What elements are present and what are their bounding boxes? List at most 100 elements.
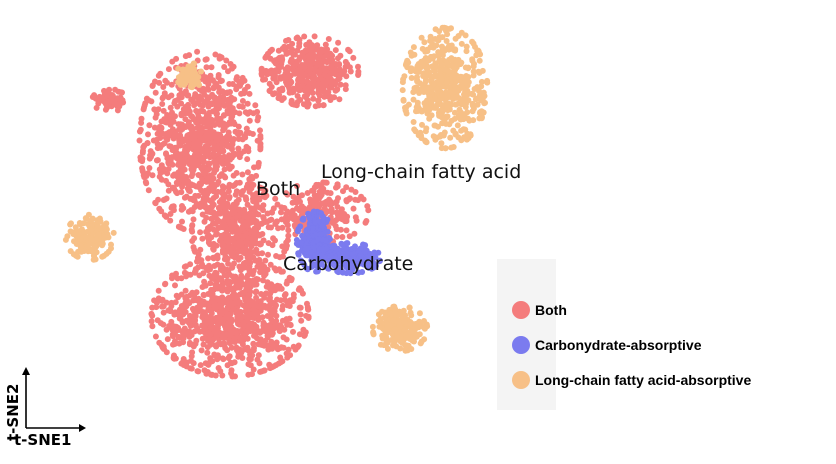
point-both	[214, 136, 221, 143]
point-both	[161, 116, 168, 123]
point-both	[260, 207, 266, 214]
point-both	[250, 182, 257, 188]
point-both	[221, 166, 228, 173]
point-both	[196, 134, 203, 140]
point-both	[209, 91, 216, 98]
point-long-chain-fatty-acid-absorptive	[433, 42, 440, 49]
point-long-chain-fatty-acid-absorptive	[431, 53, 438, 60]
point-both	[167, 211, 174, 217]
point-both	[167, 104, 174, 111]
point-carbonydrate-absorptive	[365, 254, 372, 261]
point-both	[228, 251, 235, 258]
point-both	[232, 299, 239, 306]
point-both	[189, 289, 196, 296]
point-both	[314, 81, 321, 88]
point-both	[203, 64, 210, 71]
point-both	[207, 280, 214, 287]
point-both	[145, 187, 152, 194]
point-carbonydrate-absorptive	[314, 268, 321, 275]
point-both	[219, 242, 226, 249]
point-both	[187, 261, 194, 268]
point-both	[333, 233, 340, 240]
point-both	[192, 91, 199, 98]
point-long-chain-fatty-acid-absorptive	[448, 42, 455, 49]
point-both	[278, 97, 285, 103]
point-both	[202, 119, 209, 126]
point-both	[253, 276, 260, 282]
point-both	[257, 298, 264, 305]
point-both	[208, 286, 215, 293]
point-both	[184, 144, 191, 151]
point-both	[243, 238, 250, 245]
point-both	[271, 67, 278, 74]
point-both	[254, 356, 261, 363]
point-both	[211, 122, 218, 128]
point-both	[171, 355, 178, 362]
point-both	[245, 347, 252, 354]
point-both	[255, 211, 262, 218]
point-both	[216, 315, 223, 322]
point-both	[195, 308, 201, 315]
point-both	[201, 324, 208, 331]
point-both	[178, 291, 185, 298]
point-both	[284, 208, 291, 215]
point-both	[166, 306, 173, 313]
point-both	[352, 189, 359, 195]
cluster-label-long-chain: Long-chain fatty acid	[321, 161, 521, 183]
point-both	[213, 146, 219, 153]
point-both	[177, 315, 184, 322]
point-both	[231, 359, 238, 366]
point-long-chain-fatty-acid-absorptive	[62, 236, 69, 243]
point-both	[185, 178, 191, 184]
point-both	[320, 102, 327, 109]
point-both	[153, 111, 160, 118]
point-both	[194, 254, 201, 261]
point-both	[159, 167, 166, 174]
point-long-chain-fatty-acid-absorptive	[102, 234, 109, 241]
point-both	[229, 294, 236, 301]
point-both	[269, 331, 275, 338]
point-both	[257, 127, 263, 134]
point-long-chain-fatty-acid-absorptive	[175, 65, 182, 72]
point-both	[212, 162, 219, 169]
point-both	[262, 194, 268, 201]
point-both	[199, 235, 206, 242]
point-both	[300, 53, 307, 60]
point-both	[196, 184, 203, 191]
point-both	[213, 272, 220, 279]
point-both	[225, 68, 231, 75]
point-both	[301, 33, 308, 40]
point-both	[178, 206, 185, 213]
point-carbonydrate-absorptive	[324, 228, 331, 235]
point-both	[206, 109, 213, 116]
point-both	[138, 156, 144, 163]
point-both	[274, 296, 280, 303]
point-long-chain-fatty-acid-absorptive	[376, 323, 383, 330]
point-both	[197, 229, 204, 236]
point-both	[209, 293, 216, 300]
point-both	[244, 201, 251, 208]
point-both	[260, 367, 267, 374]
point-both	[194, 48, 201, 55]
point-both	[298, 62, 305, 68]
point-carbonydrate-absorptive	[295, 250, 302, 257]
point-both	[224, 347, 231, 354]
point-both	[218, 77, 225, 84]
point-both	[214, 255, 221, 262]
point-both	[285, 232, 292, 239]
point-both	[259, 314, 266, 321]
point-both	[209, 101, 216, 108]
point-long-chain-fatty-acid-absorptive	[82, 234, 89, 241]
point-long-chain-fatty-acid-absorptive	[463, 43, 470, 50]
point-long-chain-fatty-acid-absorptive	[415, 322, 422, 329]
point-both	[159, 95, 166, 102]
point-both	[244, 218, 251, 225]
point-both	[229, 81, 236, 87]
point-both	[259, 342, 266, 348]
point-both	[294, 47, 301, 54]
y-axis-arrowhead	[22, 367, 30, 375]
point-both	[187, 312, 193, 319]
point-both	[293, 69, 300, 76]
point-both	[290, 193, 297, 200]
point-both	[225, 260, 232, 267]
